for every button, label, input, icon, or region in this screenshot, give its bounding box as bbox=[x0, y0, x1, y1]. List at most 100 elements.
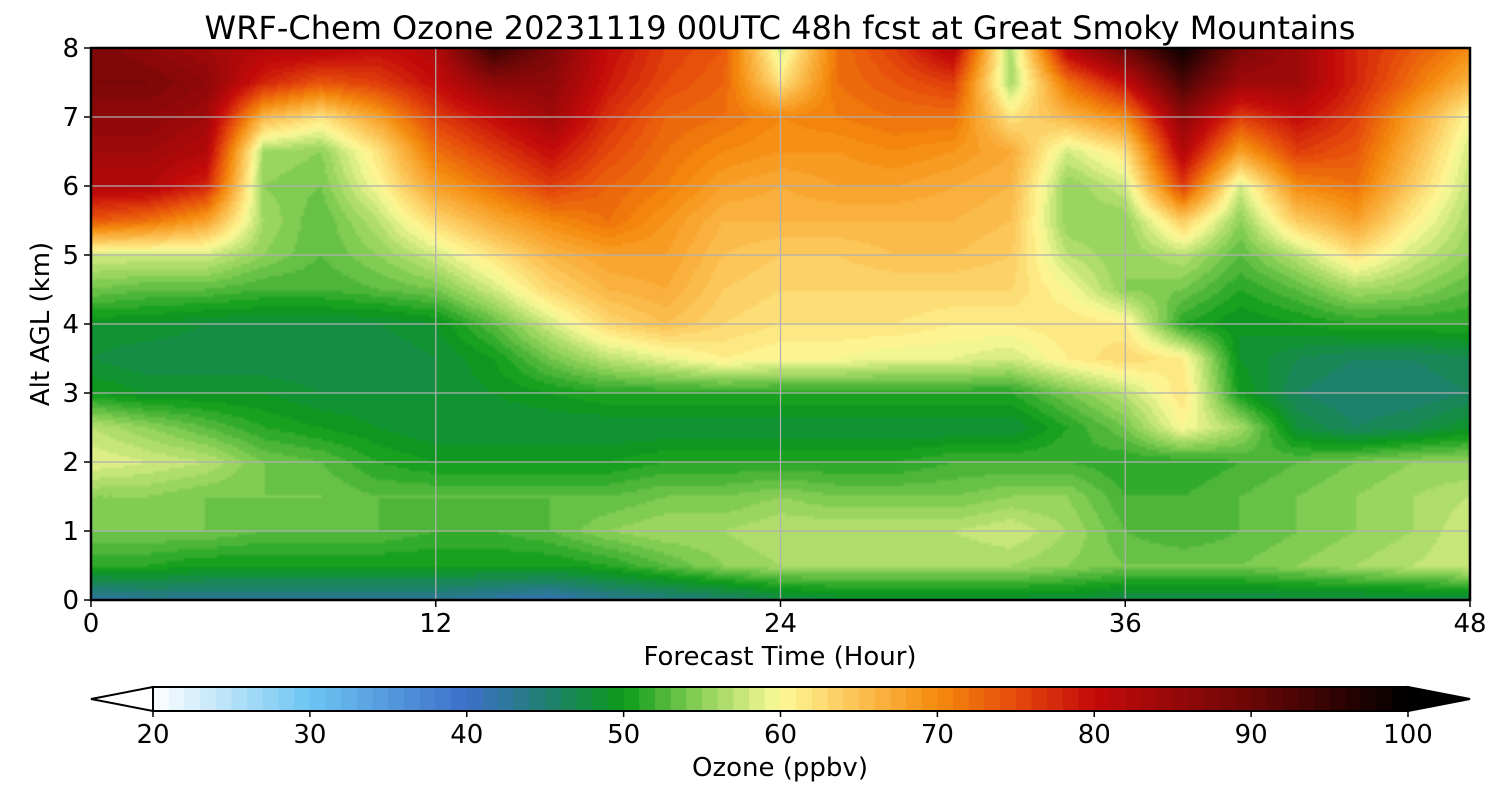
colorbar-band bbox=[1204, 687, 1221, 711]
colorbar-band bbox=[1298, 687, 1315, 711]
colorbar-tick-label: 30 bbox=[293, 720, 326, 750]
colorbar-band bbox=[1392, 687, 1409, 711]
y-tick-label: 3 bbox=[62, 379, 79, 409]
colorbar-band bbox=[623, 687, 640, 711]
colorbar-band bbox=[168, 687, 185, 711]
x-axis-ticks: 0 12 24 36 48 bbox=[83, 600, 1487, 639]
colorbar-band bbox=[1313, 687, 1331, 711]
colorbar-tick-label: 40 bbox=[450, 720, 483, 750]
colorbar-band bbox=[1000, 687, 1017, 711]
colorbar: 20 30 40 50 60 70 80 90 100 Ozone (ppbv) bbox=[90, 685, 1471, 783]
y-tick-label: 8 bbox=[62, 34, 79, 64]
colorbar-band bbox=[780, 687, 797, 711]
x-tick-label: 0 bbox=[83, 609, 100, 639]
colorbar-tick-label: 80 bbox=[1078, 720, 1111, 750]
colorbar-band bbox=[466, 687, 484, 711]
colorbar-band bbox=[890, 687, 907, 711]
y-tick-label: 4 bbox=[62, 310, 79, 340]
colorbar-band bbox=[1188, 687, 1205, 711]
colorbar-band bbox=[451, 687, 468, 711]
colorbar-band bbox=[278, 687, 295, 711]
colorbar-band bbox=[545, 687, 562, 711]
colorbar-band bbox=[921, 687, 938, 711]
colorbar-band bbox=[796, 687, 813, 711]
colorbar-band bbox=[1047, 687, 1064, 711]
colorbar-band bbox=[529, 687, 546, 711]
colorbar-band bbox=[607, 687, 625, 711]
colorbar-band bbox=[419, 687, 436, 711]
y-tick-label: 7 bbox=[62, 103, 79, 133]
x-tick-label: 24 bbox=[764, 609, 797, 639]
colorbar-band bbox=[655, 687, 672, 711]
grid-lines bbox=[91, 48, 1470, 600]
colorbar-band bbox=[827, 687, 844, 711]
colorbar-band bbox=[294, 687, 311, 711]
colorbar-band bbox=[843, 687, 860, 711]
colorbar-band bbox=[1376, 687, 1393, 711]
y-axis-label: Alt AGL (km) bbox=[26, 242, 56, 406]
colorbar-band bbox=[1125, 687, 1142, 711]
colorbar-band bbox=[592, 687, 609, 711]
colorbar-band bbox=[670, 687, 687, 711]
colorbar-band bbox=[1062, 687, 1080, 711]
colorbar-band bbox=[1282, 687, 1299, 711]
colorbar-band bbox=[749, 687, 766, 711]
colorbar-high-extension bbox=[1407, 685, 1471, 713]
colorbar-band bbox=[215, 687, 233, 711]
colorbar-band bbox=[1141, 687, 1158, 711]
colorbar-band bbox=[1266, 687, 1284, 711]
colorbar-band bbox=[435, 687, 452, 711]
colorbar-band bbox=[1235, 687, 1252, 711]
colorbar-band bbox=[937, 687, 954, 711]
y-axis-ticks: 0 1 2 3 4 5 6 7 8 bbox=[62, 34, 91, 616]
colorbar-band bbox=[513, 687, 531, 711]
colorbar-band bbox=[341, 687, 358, 711]
colorbar-band bbox=[702, 687, 719, 711]
colorbar-band bbox=[262, 687, 280, 711]
y-tick-label: 0 bbox=[62, 586, 79, 616]
x-tick-label: 36 bbox=[1109, 609, 1142, 639]
colorbar-tick-label: 70 bbox=[921, 720, 954, 750]
colorbar-band bbox=[764, 687, 782, 711]
colorbar-band bbox=[184, 687, 201, 711]
colorbar-band bbox=[482, 687, 499, 711]
colorbar-band bbox=[1015, 687, 1033, 711]
colorbar-band bbox=[1172, 687, 1189, 711]
colorbar-band bbox=[906, 687, 923, 711]
colorbar-band bbox=[231, 687, 248, 711]
colorbar-band bbox=[200, 687, 217, 711]
colorbar-band bbox=[639, 687, 656, 711]
colorbar-band bbox=[858, 687, 876, 711]
colorbar-band bbox=[1360, 687, 1378, 711]
colorbar-band bbox=[874, 687, 891, 711]
colorbar-band bbox=[356, 687, 374, 711]
colorbar-band bbox=[984, 687, 1001, 711]
chart-title: WRF-Chem Ozone 20231119 00UTC 48h fcst a… bbox=[205, 9, 1356, 47]
colorbar-bands bbox=[153, 687, 1409, 711]
colorbar-band bbox=[560, 687, 578, 711]
colorbar-band bbox=[1094, 687, 1111, 711]
colorbar-band bbox=[733, 687, 750, 711]
colorbar-band bbox=[388, 687, 405, 711]
colorbar-band bbox=[247, 687, 264, 711]
colorbar-band bbox=[1078, 687, 1095, 711]
colorbar-tick-label: 60 bbox=[764, 720, 797, 750]
colorbar-band bbox=[1345, 687, 1362, 711]
colorbar-band bbox=[498, 687, 515, 711]
y-tick-label: 6 bbox=[62, 172, 79, 202]
y-tick-label: 1 bbox=[62, 517, 79, 547]
colorbar-band bbox=[325, 687, 342, 711]
colorbar-band bbox=[811, 687, 829, 711]
colorbar-band bbox=[404, 687, 421, 711]
colorbar-band bbox=[576, 687, 593, 711]
colorbar-band bbox=[1109, 687, 1127, 711]
plot-area bbox=[91, 48, 1470, 600]
colorbar-low-extension bbox=[90, 685, 154, 713]
x-tick-label: 48 bbox=[1453, 609, 1486, 639]
colorbar-band bbox=[372, 687, 389, 711]
colorbar-band bbox=[309, 687, 327, 711]
colorbar-label: Ozone (ppbv) bbox=[692, 753, 868, 783]
colorbar-tick-label: 20 bbox=[136, 720, 169, 750]
